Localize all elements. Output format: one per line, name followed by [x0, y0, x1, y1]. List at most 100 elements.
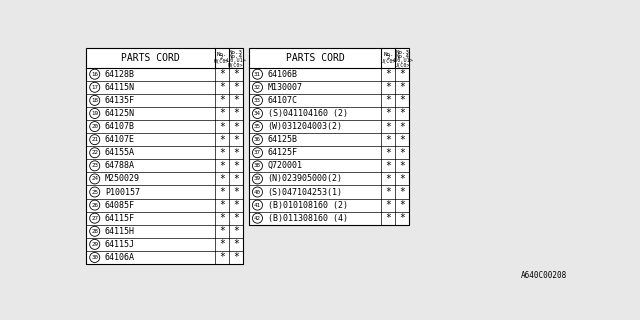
Text: (S)047104253(1): (S)047104253(1) — [268, 188, 342, 196]
Text: *: * — [385, 69, 392, 79]
Text: *: * — [233, 122, 239, 132]
Circle shape — [90, 122, 100, 132]
Text: *: * — [385, 148, 392, 158]
Text: *: * — [233, 239, 239, 249]
Text: *: * — [399, 200, 405, 210]
Text: 28: 28 — [92, 229, 98, 234]
Text: *: * — [399, 69, 405, 79]
Text: *: * — [399, 174, 405, 184]
Text: *: * — [219, 82, 225, 92]
Text: *: * — [233, 161, 239, 171]
Text: *: * — [233, 108, 239, 118]
Text: 25: 25 — [92, 189, 98, 195]
Text: *: * — [233, 69, 239, 79]
Text: *: * — [219, 174, 225, 184]
Text: 30: 30 — [92, 255, 98, 260]
Text: *: * — [219, 108, 225, 118]
Text: <U0,U1>: <U0,U1> — [225, 59, 246, 63]
Bar — [86, 48, 243, 264]
Text: *: * — [399, 82, 405, 92]
Text: 64115H: 64115H — [105, 227, 135, 236]
Text: 2: 2 — [387, 55, 390, 60]
Text: No.3: No.3 — [228, 50, 243, 55]
Text: 41: 41 — [254, 203, 261, 208]
Text: 32: 32 — [254, 85, 261, 90]
Circle shape — [252, 108, 262, 118]
Text: *: * — [233, 95, 239, 105]
Text: No.: No. — [383, 52, 394, 57]
Text: 64788A: 64788A — [105, 161, 135, 170]
Text: 64125F: 64125F — [268, 148, 298, 157]
Circle shape — [252, 122, 262, 132]
Text: 34: 34 — [254, 111, 261, 116]
Text: 40: 40 — [254, 189, 261, 195]
Circle shape — [90, 200, 100, 210]
Text: *: * — [219, 200, 225, 210]
Text: *: * — [385, 161, 392, 171]
Text: (B)011308160 (4): (B)011308160 (4) — [268, 214, 348, 223]
Text: *: * — [385, 95, 392, 105]
Circle shape — [90, 148, 100, 158]
Text: *: * — [233, 187, 239, 197]
Text: 17: 17 — [92, 85, 98, 90]
Text: 64107E: 64107E — [105, 135, 135, 144]
Text: *: * — [385, 200, 392, 210]
Circle shape — [90, 82, 100, 92]
Circle shape — [252, 161, 262, 171]
Circle shape — [90, 135, 100, 145]
Text: *: * — [385, 213, 392, 223]
Text: *: * — [219, 161, 225, 171]
Text: 18: 18 — [92, 98, 98, 103]
Text: *: * — [399, 161, 405, 171]
Text: *: * — [399, 122, 405, 132]
Text: 16: 16 — [92, 72, 98, 77]
Text: *: * — [399, 148, 405, 158]
Text: 64155A: 64155A — [105, 148, 135, 157]
Circle shape — [90, 174, 100, 184]
Text: *: * — [233, 252, 239, 262]
Text: 39: 39 — [254, 176, 261, 181]
Text: *: * — [219, 95, 225, 105]
Text: PARTS CORD: PARTS CORD — [121, 53, 180, 63]
Text: 64125N: 64125N — [105, 109, 135, 118]
Circle shape — [252, 148, 262, 158]
Text: (B)010108160 (2): (B)010108160 (2) — [268, 201, 348, 210]
Text: *: * — [219, 239, 225, 249]
Text: U(C0>: U(C0> — [214, 59, 230, 64]
Text: *: * — [233, 148, 239, 158]
Text: 64135F: 64135F — [105, 96, 135, 105]
Text: *: * — [233, 200, 239, 210]
Circle shape — [90, 252, 100, 262]
Text: 37: 37 — [254, 150, 261, 155]
Text: 64085F: 64085F — [105, 201, 135, 210]
Text: 64106B: 64106B — [268, 70, 298, 79]
Circle shape — [252, 135, 262, 145]
Text: No.4: No.4 — [396, 54, 410, 59]
Text: *: * — [219, 135, 225, 145]
Text: 29: 29 — [92, 242, 98, 247]
Circle shape — [90, 226, 100, 236]
Text: *: * — [399, 135, 405, 145]
Text: *: * — [399, 108, 405, 118]
Text: 22: 22 — [92, 150, 98, 155]
Text: *: * — [219, 226, 225, 236]
Text: 2: 2 — [220, 55, 223, 60]
Circle shape — [252, 95, 262, 105]
Text: 33: 33 — [254, 98, 261, 103]
Text: *: * — [219, 252, 225, 262]
Circle shape — [252, 187, 262, 197]
Circle shape — [252, 200, 262, 210]
Text: *: * — [233, 174, 239, 184]
Text: <U0,U1>: <U0,U1> — [392, 59, 413, 63]
Text: 26: 26 — [92, 203, 98, 208]
Text: M250029: M250029 — [105, 174, 140, 183]
Text: *: * — [219, 122, 225, 132]
Bar — [249, 48, 410, 225]
Text: No.: No. — [216, 52, 227, 57]
Circle shape — [252, 82, 262, 92]
Text: *: * — [399, 95, 405, 105]
Text: 64128B: 64128B — [105, 70, 135, 79]
Text: 27: 27 — [92, 216, 98, 221]
Text: 19: 19 — [92, 111, 98, 116]
Text: Q720001: Q720001 — [268, 161, 303, 170]
